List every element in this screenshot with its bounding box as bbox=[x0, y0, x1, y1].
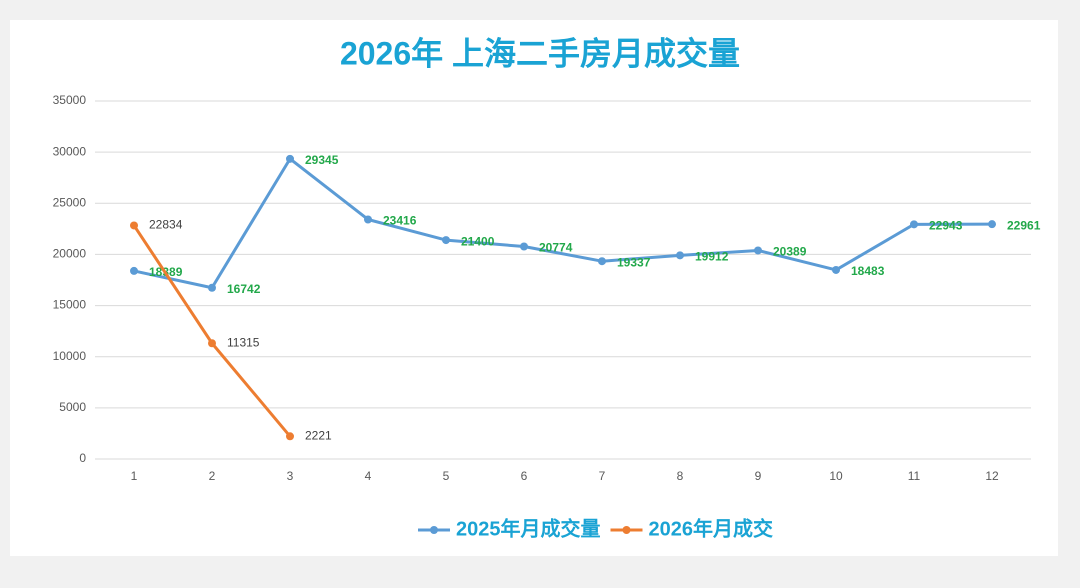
data-point bbox=[988, 220, 996, 229]
data-label: 19912 bbox=[695, 250, 729, 264]
data-point bbox=[442, 236, 450, 245]
data-point bbox=[676, 251, 684, 260]
data-point bbox=[130, 221, 138, 230]
data-label: 11315 bbox=[227, 335, 260, 349]
data-point bbox=[208, 283, 216, 292]
data-label: 22943 bbox=[929, 218, 963, 232]
data-label: 2221 bbox=[305, 428, 332, 442]
y-tick-label: 0 bbox=[79, 451, 86, 465]
data-point bbox=[286, 154, 294, 163]
x-tick-label: 6 bbox=[521, 469, 528, 483]
x-tick-label: 5 bbox=[443, 469, 450, 483]
legend-label: 2025年月成交量 bbox=[456, 516, 601, 540]
data-point bbox=[832, 265, 840, 274]
data-label: 21400 bbox=[461, 234, 495, 248]
x-tick-label: 3 bbox=[287, 469, 294, 483]
x-tick-label: 8 bbox=[677, 469, 684, 483]
data-point bbox=[208, 339, 216, 348]
data-label: 20774 bbox=[539, 241, 573, 255]
y-tick-label: 10000 bbox=[53, 349, 87, 363]
legend-marker bbox=[622, 526, 631, 534]
x-tick-label: 10 bbox=[829, 469, 843, 483]
legend-marker bbox=[430, 526, 438, 534]
data-label: 29345 bbox=[305, 153, 339, 167]
y-tick-label: 5000 bbox=[59, 400, 86, 414]
y-tick-label: 25000 bbox=[53, 195, 87, 209]
data-point bbox=[364, 215, 372, 224]
data-point bbox=[754, 246, 762, 255]
legend-label: 2026年月成交 bbox=[649, 516, 774, 540]
data-label: 20389 bbox=[773, 245, 807, 259]
data-label: 23416 bbox=[383, 214, 417, 228]
data-point bbox=[286, 432, 294, 441]
data-label: 22961 bbox=[1007, 218, 1041, 232]
data-label: 22834 bbox=[149, 218, 183, 232]
data-point bbox=[130, 266, 138, 275]
data-point bbox=[910, 220, 918, 229]
data-label: 19337 bbox=[617, 255, 651, 269]
x-tick-label: 1 bbox=[131, 469, 138, 483]
x-tick-label: 12 bbox=[985, 469, 999, 483]
data-label: 18483 bbox=[851, 264, 885, 278]
x-tick-label: 2 bbox=[209, 469, 216, 483]
chart-card bbox=[10, 20, 1058, 556]
chart-title: 2026年 上海二手房月成交量 bbox=[340, 35, 740, 71]
data-point bbox=[520, 242, 528, 251]
series-line bbox=[133, 157, 993, 290]
x-tick-label: 7 bbox=[599, 469, 606, 483]
x-tick-label: 11 bbox=[908, 469, 921, 483]
x-tick-label: 4 bbox=[365, 469, 372, 483]
y-tick-label: 15000 bbox=[53, 298, 87, 312]
data-label: 16742 bbox=[227, 282, 261, 296]
y-tick-label: 20000 bbox=[53, 247, 87, 261]
x-tick-label: 9 bbox=[755, 469, 762, 483]
data-point bbox=[598, 257, 606, 266]
y-tick-label: 30000 bbox=[53, 144, 87, 158]
y-tick-label: 35000 bbox=[53, 93, 87, 107]
